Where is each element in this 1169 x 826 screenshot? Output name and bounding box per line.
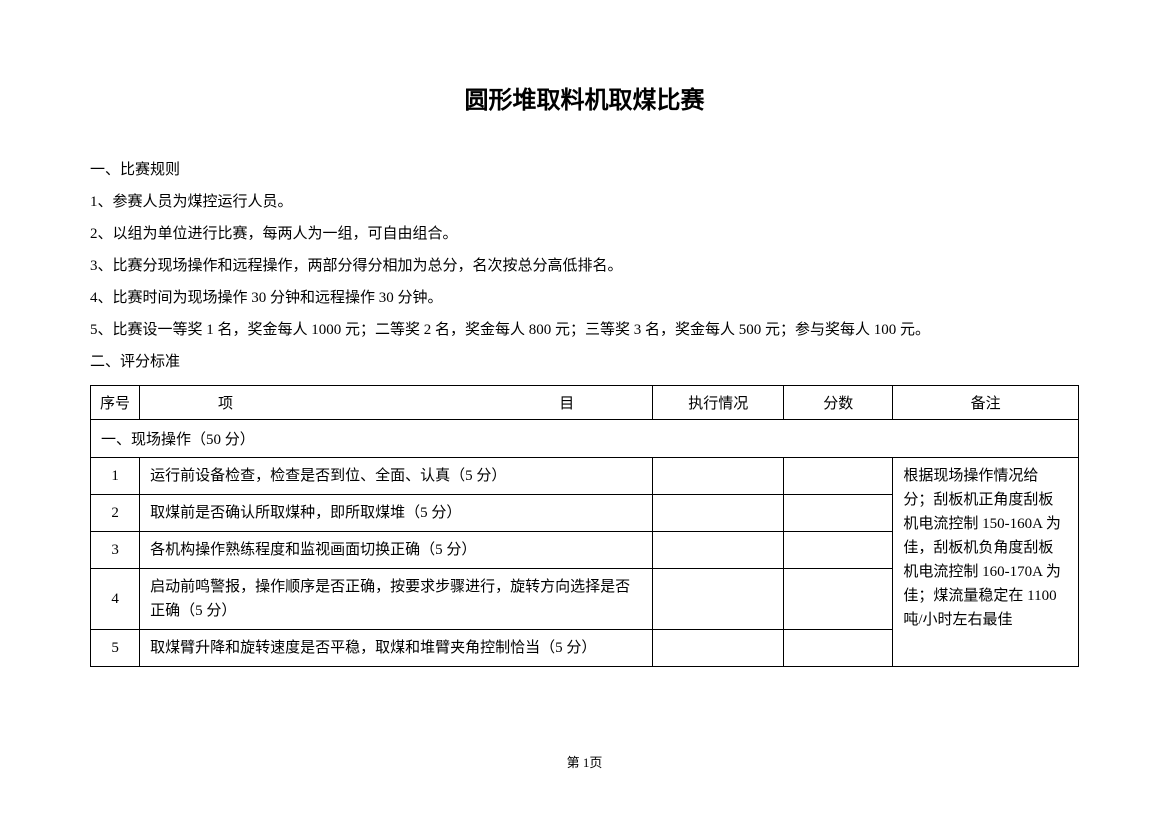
row-4-seq: 4 [91,569,140,630]
scoring-table: 序号 项目 执行情况 分数 备注 一、现场操作（50 分） 1 运行前设备检查，… [90,385,1079,667]
row-3-exec [653,532,784,569]
row-5-score [784,630,893,667]
scoring-heading: 二、评分标准 [90,347,1079,377]
header-seq: 序号 [91,386,140,420]
rule-5: 5、比赛设一等奖 1 名，奖金每人 1000 元；二等奖 2 名，奖金每人 80… [90,315,1079,345]
header-exec: 执行情况 [653,386,784,420]
row-2-exec [653,495,784,532]
row-1-item: 运行前设备检查，检查是否到位、全面、认真（5 分） [140,458,653,495]
remark-merged: 根据现场操作情况给分；刮板机正角度刮板机电流控制 150-160A 为佳，刮板机… [893,458,1079,667]
header-score: 分数 [784,386,893,420]
rules-heading: 一、比赛规则 [90,155,1079,185]
header-item: 项目 [140,386,653,420]
section-1-label: 一、现场操作（50 分） [91,420,1079,458]
table-header-row: 序号 项目 执行情况 分数 备注 [91,386,1079,420]
row-5-seq: 5 [91,630,140,667]
header-remark: 备注 [893,386,1079,420]
rule-4: 4、比赛时间为现场操作 30 分钟和远程操作 30 分钟。 [90,283,1079,313]
rule-3: 3、比赛分现场操作和远程操作，两部分得分相加为总分，名次按总分高低排名。 [90,251,1079,281]
row-4-score [784,569,893,630]
row-1-exec [653,458,784,495]
row-4-exec [653,569,784,630]
row-5-exec [653,630,784,667]
row-3-score [784,532,893,569]
row-5-item: 取煤臂升降和旋转速度是否平稳，取煤和堆臂夹角控制恰当（5 分） [140,630,653,667]
table-row: 1 运行前设备检查，检查是否到位、全面、认真（5 分） 根据现场操作情况给分；刮… [91,458,1079,495]
row-4-item: 启动前鸣警报，操作顺序是否正确，按要求步骤进行，旋转方向选择是否正确（5 分） [140,569,653,630]
row-1-score [784,458,893,495]
document-title: 圆形堆取料机取煤比赛 [90,80,1079,115]
page-number: 第 1页 [0,752,1169,771]
section-1-row: 一、现场操作（50 分） [91,420,1079,458]
row-2-score [784,495,893,532]
row-3-seq: 3 [91,532,140,569]
row-3-item: 各机构操作熟练程度和监视画面切换正确（5 分） [140,532,653,569]
row-2-item: 取煤前是否确认所取煤种，即所取煤堆（5 分） [140,495,653,532]
rule-1: 1、参赛人员为煤控运行人员。 [90,187,1079,217]
row-2-seq: 2 [91,495,140,532]
rule-2: 2、以组为单位进行比赛，每两人为一组，可自由组合。 [90,219,1079,249]
row-1-seq: 1 [91,458,140,495]
